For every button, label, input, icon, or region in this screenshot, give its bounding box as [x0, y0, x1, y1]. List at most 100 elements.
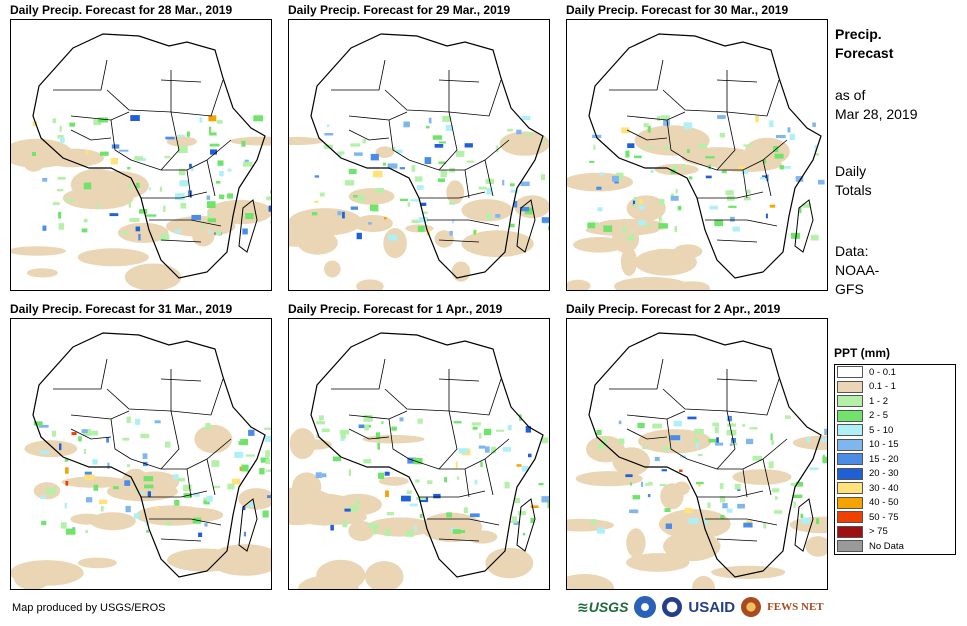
country-border: [626, 129, 668, 141]
precip-cell: [787, 127, 791, 133]
precip-cell: [57, 135, 64, 139]
precip-cell: [367, 424, 371, 428]
precip-cell: [659, 198, 665, 206]
precip-area: [298, 575, 359, 589]
product-heading: Precip. Forecast: [835, 25, 893, 63]
country-border: [160, 410, 180, 470]
precip-area: [805, 536, 827, 557]
usaid-logo: USAID: [688, 598, 736, 616]
forecast-panel-2: Daily Precip. Forecast for 29 Mar., 2019: [288, 3, 550, 293]
precip-cell: [647, 494, 651, 498]
precip-area: [11, 560, 84, 586]
country-border: [348, 410, 408, 420]
precip-cell: [614, 180, 619, 184]
precip-cell: [486, 187, 493, 195]
precip-cell: [32, 152, 36, 156]
precip-cell: [187, 131, 190, 137]
precip-area: [61, 476, 129, 488]
precip-cell: [514, 497, 520, 503]
precip-cell: [802, 203, 811, 208]
precip-cell: [375, 432, 380, 440]
precip-cell: [427, 480, 433, 485]
legend-swatch: [837, 438, 863, 451]
precip-cell: [215, 180, 221, 184]
legend-swatch: [837, 424, 863, 437]
usgs-logo: ≋USGS: [577, 598, 629, 615]
precip-map: [566, 19, 828, 291]
precip-cell: [587, 222, 596, 229]
precip-cell: [355, 499, 360, 505]
country-border: [716, 538, 758, 542]
precip-cell: [384, 471, 390, 476]
precip-cell: [512, 516, 517, 523]
precip-cell: [135, 226, 141, 232]
precip-area: [572, 173, 605, 186]
country-border: [716, 239, 758, 243]
precip-cell: [438, 161, 446, 164]
precip-cell: [728, 205, 737, 208]
precip-cell: [793, 501, 796, 508]
precip-cell: [401, 495, 411, 502]
precip-cell: [265, 450, 270, 457]
precip-cell: [415, 479, 420, 483]
precip-area: [663, 531, 721, 562]
precip-cell: [679, 469, 683, 472]
precip-area: [311, 509, 367, 525]
precip-cell: [227, 193, 233, 199]
precip-cell: [521, 115, 531, 120]
data-source: Data: NOAA- GFS: [835, 242, 879, 299]
legend-row: 15 - 20: [835, 452, 955, 467]
precip-cell: [509, 183, 515, 187]
precip-cell: [370, 153, 379, 161]
precip-cell: [362, 139, 366, 144]
precip-cell: [629, 509, 639, 514]
precip-cell: [521, 465, 529, 472]
legend-swatch: [837, 395, 863, 408]
precip-cell: [368, 222, 372, 225]
precip-cell: [801, 517, 810, 524]
precip-cell: [426, 125, 430, 129]
precip-area: [573, 237, 625, 253]
africa-map-svg: [11, 332, 271, 589]
precip-cell: [451, 219, 455, 224]
precip-cell: [799, 206, 802, 214]
precip-cell: [491, 446, 497, 454]
precip-cell: [719, 496, 726, 503]
precip-cell: [127, 166, 131, 170]
precip-cell: [165, 136, 175, 140]
precip-cell: [122, 437, 130, 441]
country-border: [408, 438, 510, 470]
precip-cell: [143, 476, 154, 482]
country-border: [742, 169, 748, 199]
country-border: [705, 219, 778, 227]
precip-cell: [350, 206, 358, 210]
precip-area: [451, 261, 471, 282]
panel-title: Daily Precip. Forecast for 31 Mar., 2019: [10, 302, 233, 316]
precip-cell: [749, 427, 758, 430]
precip-cell: [449, 201, 455, 205]
precip-cell: [244, 159, 249, 162]
precip-cell: [399, 198, 408, 201]
precip-cell: [507, 424, 512, 431]
precip-cell: [268, 205, 271, 212]
legend-row: 30 - 40: [835, 481, 955, 496]
precip-cell: [422, 211, 428, 215]
precip-cell: [517, 511, 526, 516]
precip-area: [434, 230, 454, 248]
precip-cell: [314, 200, 319, 203]
coastline: [588, 33, 822, 279]
precip-cell: [130, 115, 140, 121]
precip-cell: [215, 230, 219, 236]
precip-cell: [763, 159, 767, 164]
precip-cell: [641, 481, 644, 487]
precip-cell: [405, 530, 414, 537]
legend-swatch: [837, 366, 863, 379]
precip-cell: [814, 145, 817, 152]
data-source-line: GFS: [835, 281, 864, 297]
precip-cell: [732, 226, 740, 232]
precip-cell: [93, 484, 99, 491]
country-border: [384, 369, 450, 412]
precip-cell: [625, 150, 630, 158]
country-border: [348, 428, 390, 440]
precip-cell: [354, 152, 363, 156]
